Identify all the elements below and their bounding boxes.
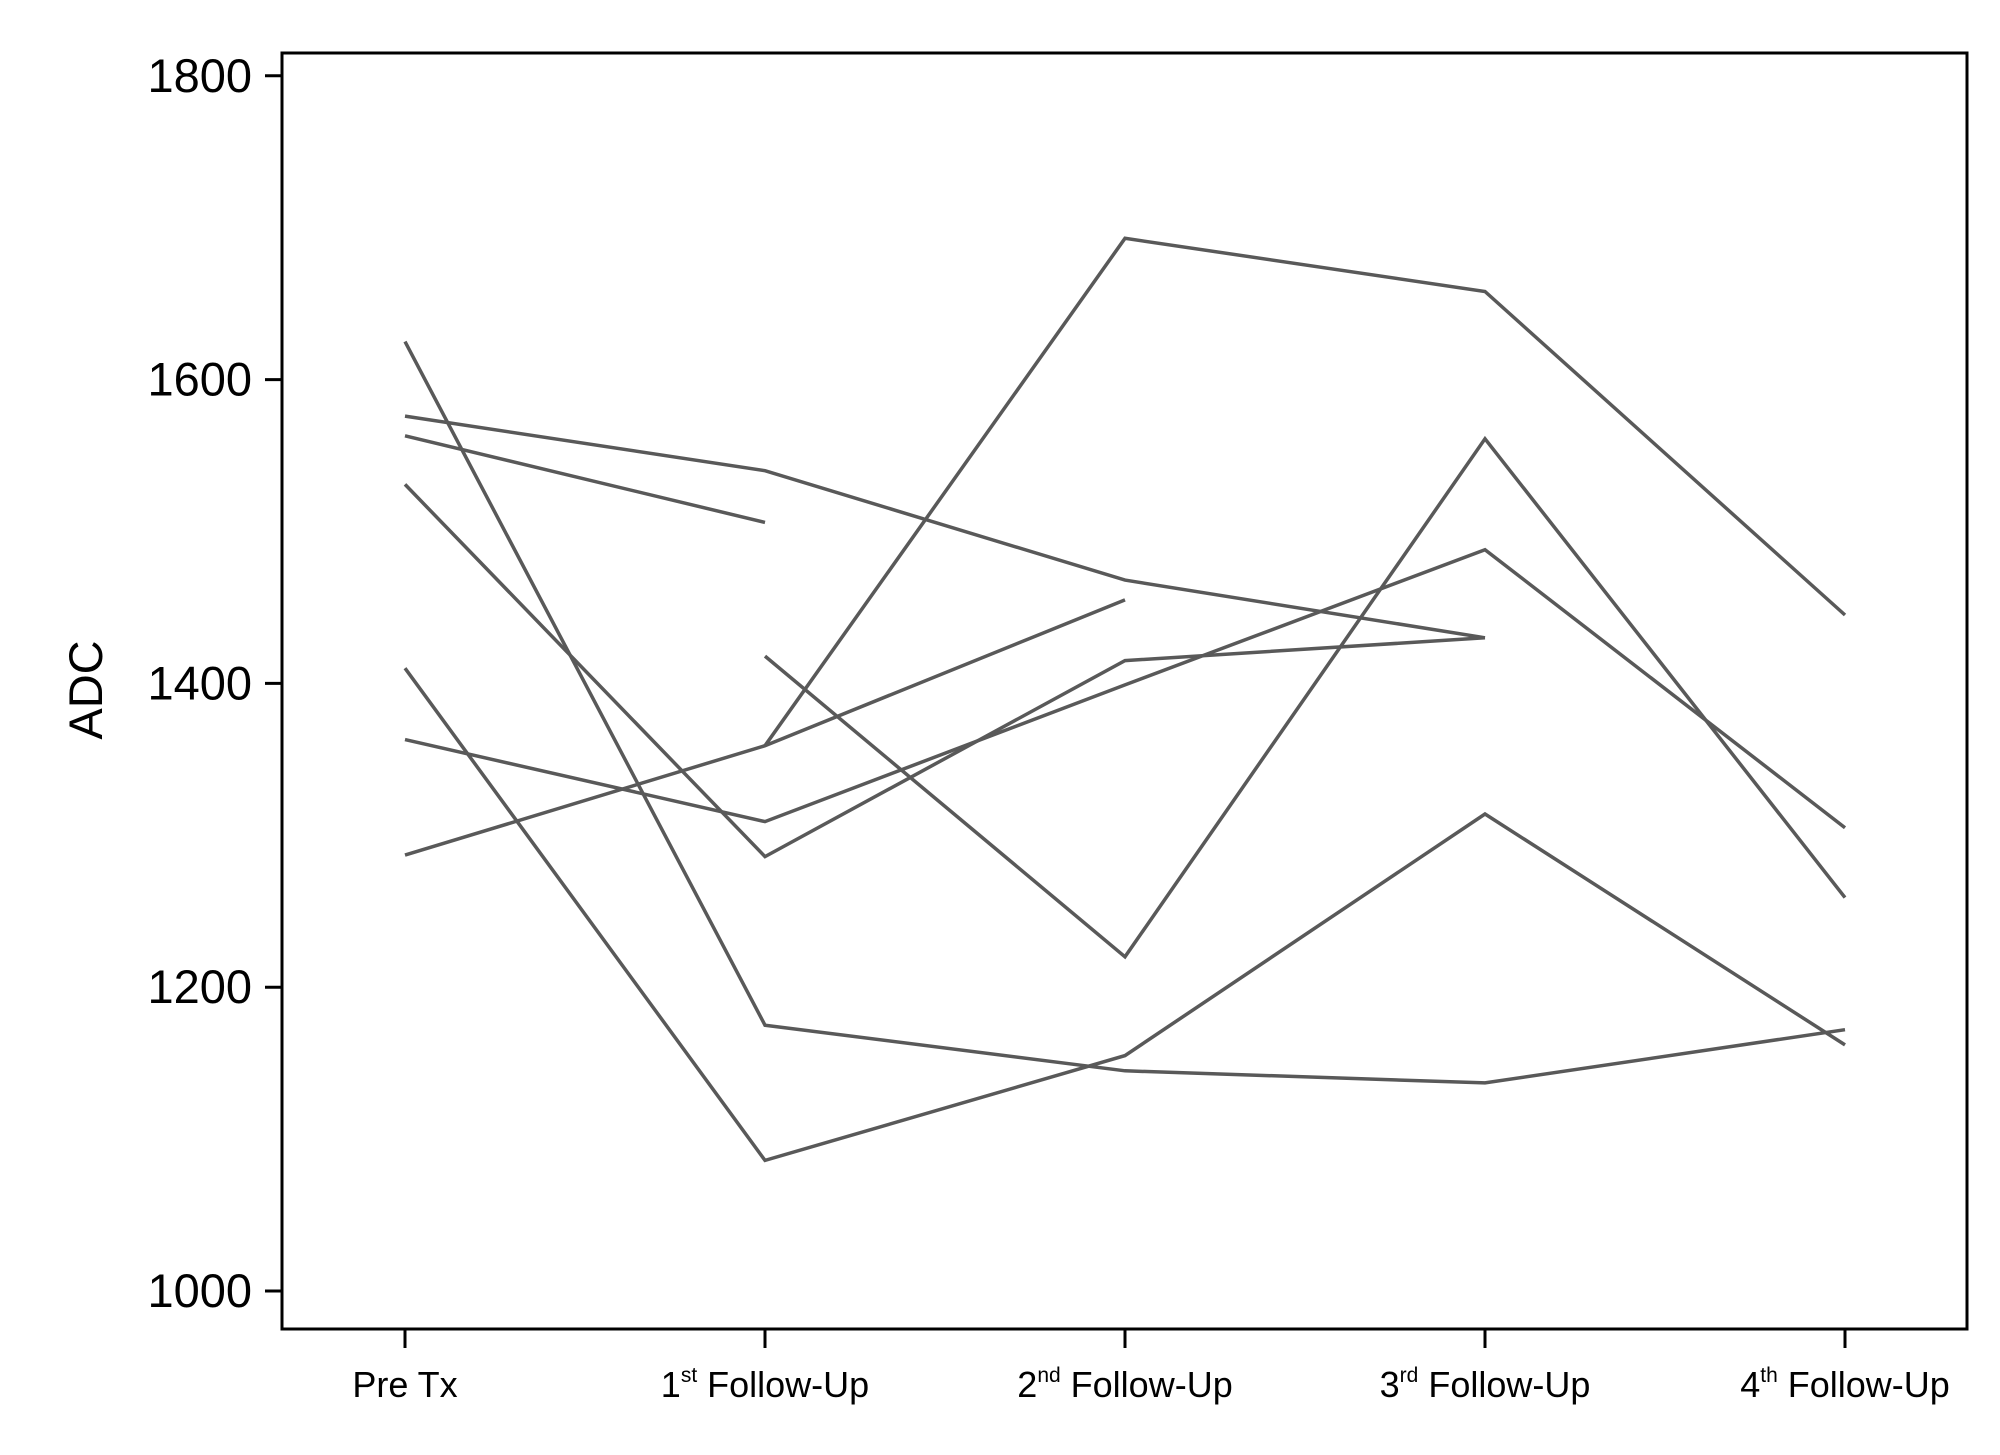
x-tick-label: Pre Tx [352,1364,457,1405]
series-line [763,435,1847,960]
y-axis: 1000 1200 1400 1600 1800 [147,49,282,1317]
series-lines [403,236,1847,1163]
y-tick-label: 1800 [147,49,252,102]
x-tick-label: 1st Follow-Up [661,1364,869,1405]
series-line [404,547,1847,830]
series-line [404,434,766,525]
y-tick-label: 1000 [147,1264,252,1317]
series-line [763,236,1847,747]
y-tick-label: 1600 [147,353,252,406]
series-line [404,414,1486,640]
y-tick-label: 1200 [147,960,252,1013]
y-axis-title: ADC [59,640,112,739]
x-axis: Pre Tx 1st Follow-Up 2nd Follow-Up 3rd Foll… [352,1329,1950,1405]
x-tick-label: 2nd Follow-Up [1017,1364,1232,1405]
series-line [403,667,1846,1163]
x-tick-label: 3rd Follow-Up [1380,1364,1591,1405]
plot-area-frame [280,51,1969,1331]
series-line [403,340,1846,1085]
y-tick-label: 1400 [147,656,252,709]
x-tick-label: 4th Follow-Up [1740,1364,1950,1405]
series-line [403,483,1486,859]
